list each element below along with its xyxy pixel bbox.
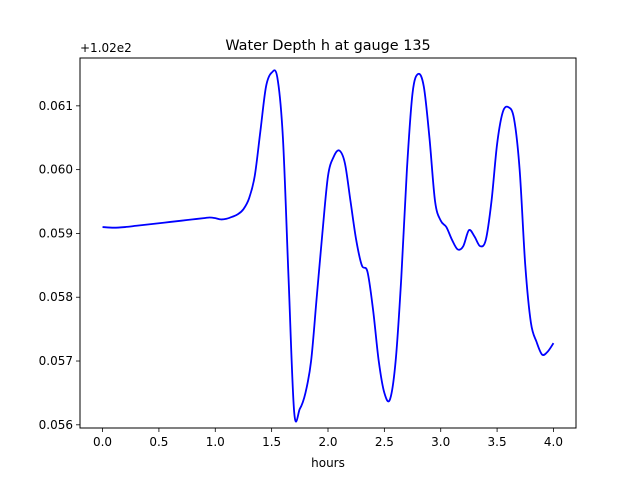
y-tick-label: 0.061: [39, 99, 73, 113]
x-axis: 0.0 0.5 1.0 1.5 2.0 2.5 3.0 3.5 4.0: [93, 428, 563, 449]
y-tick-label: 0.060: [39, 163, 73, 177]
x-tick-label: 3.0: [431, 435, 450, 449]
y-tick-label: 0.057: [39, 354, 73, 368]
plot-background: [80, 58, 576, 428]
x-axis-label: hours: [311, 456, 345, 470]
x-tick-label: 2.0: [318, 435, 337, 449]
x-tick-label: 1.0: [206, 435, 225, 449]
plot-area: [79, 57, 577, 429]
x-tick-label: 0.0: [93, 435, 112, 449]
y-tick-label: 0.058: [39, 290, 73, 304]
y-axis: 0.056 0.057 0.058 0.059 0.060 0.061: [39, 99, 80, 432]
y-offset-label: +1.02e2: [80, 41, 132, 55]
x-tick-label: 4.0: [544, 435, 563, 449]
chart-title: Water Depth h at gauge 135: [225, 38, 430, 54]
x-tick-label: 3.5: [488, 435, 507, 449]
y-tick-label: 0.059: [39, 226, 73, 240]
y-tick-label: 0.056: [39, 418, 73, 432]
x-tick-label: 0.5: [149, 435, 168, 449]
series-line: [102, 69, 555, 423]
x-tick-label: 1.5: [262, 435, 281, 449]
x-tick-label: 2.5: [375, 435, 394, 449]
